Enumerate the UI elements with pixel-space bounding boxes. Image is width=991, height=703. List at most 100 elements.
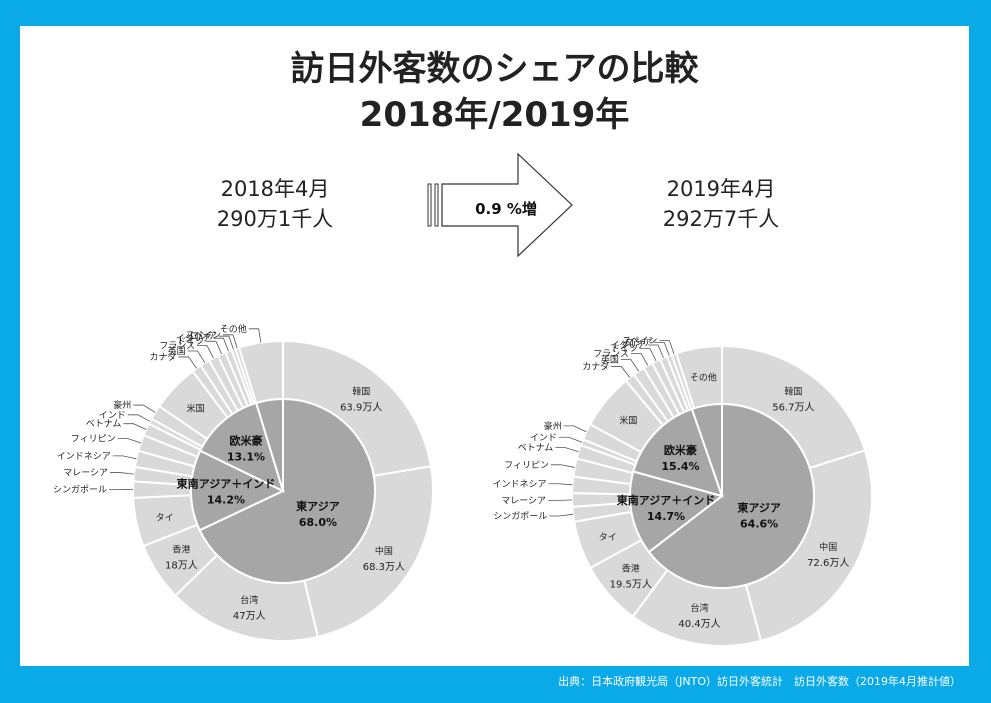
leader-line-15 — [187, 350, 206, 364]
outer-label-10: ベトナム — [86, 419, 122, 430]
leader-line-16 — [631, 352, 649, 366]
outer-label-5: タイ — [156, 512, 174, 523]
leader-line-18 — [648, 344, 664, 359]
leader-line-18 — [213, 337, 229, 352]
outer-label-6: シンガポール — [53, 484, 107, 495]
outer-label-21: その他 — [220, 323, 247, 335]
outer-label-15: 英国 — [601, 354, 619, 366]
outer-label-10: ベトナム — [518, 443, 554, 454]
leader-line-10 — [123, 423, 147, 430]
right-total: 292万7千人 — [662, 207, 780, 231]
inner-label-2: 東南アジア＋インド — [617, 493, 716, 507]
outer-value-1: 56.7万人 — [772, 401, 814, 413]
inner-slice-1 — [647, 402, 815, 589]
outer-label-3: 台湾 — [690, 602, 708, 614]
outer-label-3: 台湾 — [240, 594, 258, 606]
growth-label: 0.9 %増 — [475, 200, 537, 218]
inner-label-3: 欧米豪 — [664, 443, 697, 457]
growth-arrow-icon — [427, 152, 573, 258]
outer-label-8: インドネシア — [57, 451, 111, 462]
left-month: 2018年4月 — [220, 177, 330, 201]
inner-slice-2 — [629, 470, 725, 554]
outer-label-19: ロシア — [625, 338, 652, 348]
leader-line-11 — [127, 414, 151, 422]
slide-title: 訪日外客数のシェアの比較 — [290, 49, 699, 89]
leader-line-9 — [550, 464, 575, 468]
outer-label-14: カナダ — [150, 351, 177, 363]
inner-slice-4 — [690, 402, 723, 497]
outer-label-14: カナダ — [582, 361, 609, 373]
outer-label-2: 中国 — [375, 545, 393, 557]
outer-label-16: フランス — [593, 348, 629, 359]
outer-label-9: フィリピン — [504, 460, 549, 471]
leader-line-19 — [218, 335, 234, 350]
outer-label-1: 韓国 — [352, 387, 370, 398]
outer-label-8: インドネシア — [492, 479, 546, 490]
outer-label-17: ドイツ — [177, 337, 204, 347]
leader-line-14 — [178, 356, 197, 369]
outer-label-2: 中国 — [819, 541, 837, 553]
leader-line-14 — [611, 366, 631, 378]
leader-line-17 — [640, 348, 657, 362]
leader-line-6 — [549, 513, 574, 517]
inner-slice-1 — [198, 397, 376, 584]
outer-label-18: イタリア — [610, 340, 646, 351]
inner-label-1: 東アジア — [296, 499, 340, 513]
outer-label-20: スペイン — [622, 337, 657, 347]
outer-label-4: 香港 — [172, 544, 190, 556]
outer-label-5: タイ — [599, 532, 617, 543]
outer-label-4: 香港 — [622, 563, 640, 575]
leader-line-12 — [563, 425, 587, 433]
outer-label-17: ドイツ — [611, 345, 638, 355]
inner-slice-4 — [254, 397, 284, 492]
inner-value-3: 15.4% — [661, 460, 699, 473]
outer-label-11: インド — [99, 411, 126, 421]
leader-line-8 — [112, 455, 137, 460]
leader-line-11 — [558, 436, 583, 443]
outer-value-4: 19.5万人 — [610, 579, 652, 591]
outer-value-3: 47万人 — [233, 610, 266, 622]
outer-label-20: スペイン — [186, 331, 221, 341]
leader-line-8 — [548, 483, 573, 486]
outer-label-9: フィリピン — [71, 433, 116, 444]
outer-label-13: 米国 — [619, 414, 637, 426]
inner-value-2: 14.7% — [647, 510, 685, 523]
leader-line-21 — [248, 328, 262, 343]
outer-label-16: フランス — [159, 341, 195, 352]
inner-value-3: 13.1% — [227, 451, 265, 464]
inner-label-2: 東南アジア＋インド — [177, 477, 276, 491]
outer-value-1: 63.9万人 — [340, 402, 382, 414]
outer-label-21: その他 — [690, 371, 717, 383]
leader-line-15 — [620, 359, 640, 372]
source-note: 出典：日本政府観光局（JNTO）訪日外客統計 訪日外客数（2019年4月推計値） — [558, 675, 961, 688]
outer-value-2: 68.3万人 — [363, 561, 405, 573]
right-month: 2019年4月 — [666, 177, 776, 201]
outer-label-12: 豪州 — [544, 420, 562, 432]
outer-label-15: 英国 — [168, 345, 186, 357]
inner-slice-2 — [190, 449, 286, 532]
outer-label-19: ロシア — [190, 332, 217, 342]
inner-value-1: 64.6% — [740, 517, 778, 530]
inner-value-1: 68.0% — [299, 516, 337, 529]
left-total: 290万1千人 — [216, 207, 334, 231]
outer-label-12: 豪州 — [113, 399, 131, 411]
inner-value-2: 14.2% — [207, 494, 245, 507]
slide-subtitle: 2018年/2019年 — [359, 95, 630, 135]
right-period: 2019年4月 292万7千人 — [621, 174, 821, 234]
outer-label-1: 韓国 — [784, 386, 802, 397]
outer-label-7: マレーシア — [501, 496, 546, 506]
leader-line-19 — [654, 342, 670, 356]
outer-label-13: 米国 — [187, 402, 205, 414]
pie-chart-2019: 東アジア 64.6% 東南アジア＋インド 14.7% 欧米豪 15.4% 韓国 56.7万人中… — [492, 337, 873, 647]
inner-label-3: 欧米豪 — [229, 434, 262, 448]
leader-line-20 — [659, 340, 675, 355]
inner-label-1: 東アジア — [737, 500, 781, 514]
outer-value-2: 72.6万人 — [807, 557, 849, 569]
leader-line-9 — [117, 438, 142, 444]
leader-line-20 — [222, 334, 238, 349]
leader-line-10 — [555, 447, 579, 453]
left-period: 2018年4月 290万1千人 — [175, 174, 375, 234]
outer-value-3: 40.4万人 — [678, 618, 720, 630]
leader-line-7 — [110, 472, 134, 475]
leader-line-16 — [197, 345, 214, 359]
